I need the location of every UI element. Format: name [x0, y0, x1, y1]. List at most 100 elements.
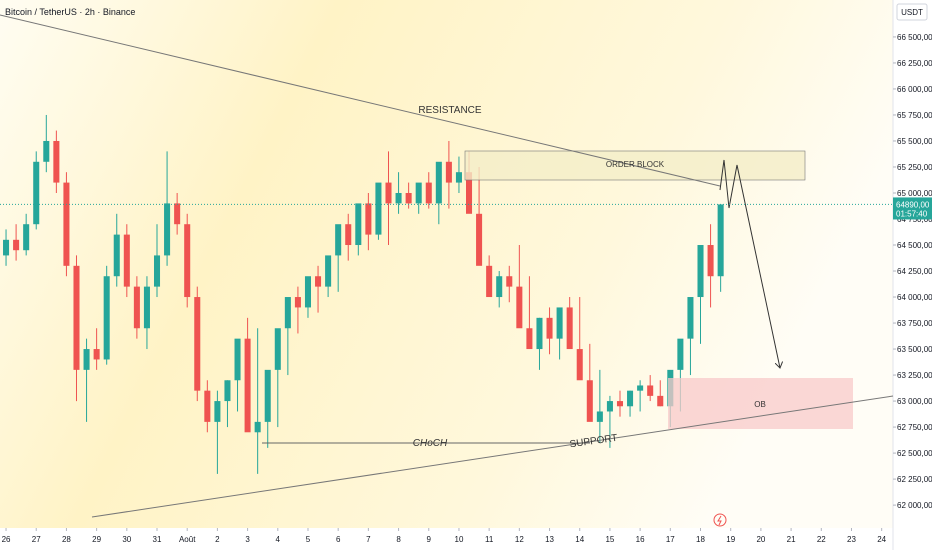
y-tick-label: 64 750,00: [897, 215, 932, 224]
candle-body: [536, 317, 543, 350]
x-tick-label: 19: [726, 535, 735, 544]
candle-body: [133, 286, 140, 329]
candle-body: [294, 297, 301, 308]
y-tick-label: 62 750,00: [897, 423, 932, 432]
candle-body: [717, 204, 724, 277]
x-tick-label: 17: [666, 535, 675, 544]
x-tick-label: 10: [455, 535, 464, 544]
candle-body: [284, 297, 291, 329]
candle-body: [274, 328, 281, 370]
x-tick-label: 8: [396, 535, 401, 544]
x-tick-label: 7: [366, 535, 371, 544]
candle-body: [184, 224, 191, 298]
candle-body: [556, 307, 563, 339]
event-icon-bolt: [717, 515, 722, 526]
candle-body: [476, 213, 483, 266]
candle-body: [113, 234, 120, 277]
y-tick-label: 65 000,00: [897, 189, 932, 198]
candle-body: [506, 276, 513, 287]
y-tick-label: 62 250,00: [897, 475, 932, 484]
candle-body: [616, 401, 624, 407]
candle-body: [596, 411, 603, 422]
candle-body: [445, 161, 452, 183]
candle-body: [204, 390, 211, 422]
candle-body: [687, 297, 694, 339]
chart-title: Bitcoin / TetherUS · 2h · Binance: [5, 7, 135, 17]
candle-body: [486, 265, 493, 298]
y-tick-label: 63 250,00: [897, 371, 932, 380]
y-tick-label: 66 250,00: [897, 59, 932, 68]
y-tick-label: 62 000,00: [897, 501, 932, 510]
candle-body: [647, 385, 654, 396]
candle-body: [33, 161, 40, 225]
candle-body: [637, 385, 644, 391]
y-tick-label: 64 500,00: [897, 241, 932, 250]
x-tick-label: Août: [179, 535, 196, 544]
candle-body: [576, 349, 583, 381]
candle-body: [63, 182, 70, 266]
candle-body: [466, 172, 473, 214]
candles: [3, 114, 724, 474]
x-tick-label: 29: [92, 535, 101, 544]
x-tick-label: 12: [515, 535, 524, 544]
candle-body: [83, 349, 90, 370]
candle-body: [123, 234, 130, 287]
candle-body: [395, 192, 402, 204]
x-tick-label: 31: [153, 535, 162, 544]
plot-background: [0, 0, 893, 528]
choch-label: CHoCH: [413, 438, 448, 449]
x-tick-label: 20: [756, 535, 765, 544]
candle-body: [194, 297, 201, 391]
candle-body: [103, 276, 110, 360]
candle-body: [657, 395, 664, 407]
x-tick-label: 5: [306, 535, 311, 544]
time-axis-background: [0, 528, 893, 550]
y-tick-label: 65 750,00: [897, 111, 932, 120]
ob-zone: [668, 378, 853, 429]
candle-body: [224, 380, 231, 402]
candle-body: [375, 182, 382, 235]
x-tick-label: 27: [32, 535, 41, 544]
x-tick-label: 11: [485, 535, 494, 544]
candle-body: [365, 203, 372, 235]
candle-body: [677, 338, 684, 370]
resistance-label: RESISTANCE: [418, 105, 481, 116]
candle-body: [455, 172, 462, 183]
y-tick-label: 66 500,00: [897, 33, 932, 42]
candle-body: [516, 286, 523, 329]
candle-body: [174, 203, 181, 225]
last-price-label: 64890,00: [896, 200, 930, 209]
x-tick-label: 18: [696, 535, 705, 544]
candle-body: [385, 182, 392, 204]
ob-label: OB: [754, 400, 766, 409]
x-tick-label: 3: [245, 535, 250, 544]
candle-body: [304, 276, 312, 308]
candle-body: [355, 203, 362, 246]
event-icon[interactable]: [713, 513, 727, 527]
candle-body: [325, 255, 332, 287]
last-price-box: [893, 197, 932, 220]
x-tick-label: 16: [636, 535, 645, 544]
projection-path: [719, 159, 780, 368]
x-tick-label: 13: [545, 535, 554, 544]
candle-body: [43, 140, 50, 162]
y-tick-label: 64 000,00: [897, 293, 932, 302]
candle-body: [153, 255, 161, 287]
candle-body: [73, 265, 80, 370]
candle-body: [164, 203, 171, 256]
candle-body: [606, 401, 613, 412]
x-tick-label: 9: [427, 535, 432, 544]
x-tick-label: 14: [575, 535, 584, 544]
candle-body: [93, 349, 100, 360]
currency-label: USDT: [901, 8, 923, 17]
y-tick-label: 63 000,00: [897, 397, 932, 406]
y-tick-label: 63 500,00: [897, 345, 932, 354]
y-tick-label: 65 500,00: [897, 137, 932, 146]
x-tick-label: 24: [877, 535, 886, 544]
price-axis-background: [893, 0, 932, 550]
candle-body: [435, 161, 442, 204]
candle-body: [707, 245, 714, 277]
candle-body: [345, 224, 352, 246]
x-tick-label: 21: [787, 535, 796, 544]
x-tick-label: 15: [605, 535, 614, 544]
